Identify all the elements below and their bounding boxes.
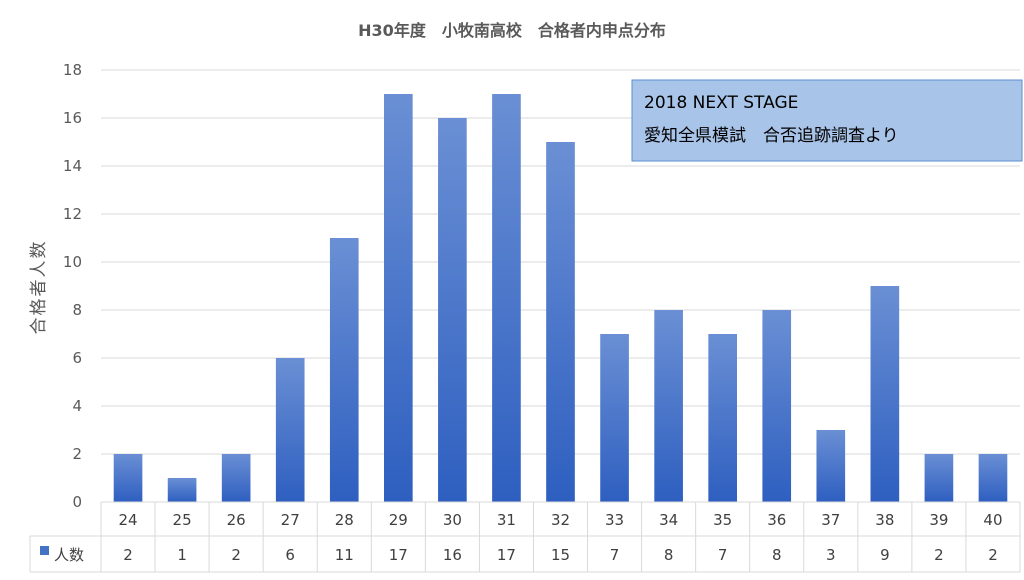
data-label: 2	[988, 546, 998, 564]
bar	[546, 142, 575, 502]
chart-title: H30年度 小牧南高校 合格者内申点分布	[358, 21, 666, 40]
data-label: 11	[335, 546, 354, 564]
x-tick-label: 40	[983, 511, 1002, 529]
data-label: 8	[664, 546, 674, 564]
data-label: 2	[123, 546, 133, 564]
x-tick-label: 26	[227, 511, 246, 529]
bars	[113, 94, 1008, 502]
x-tick-label: 35	[713, 511, 732, 529]
data-label: 15	[551, 546, 570, 564]
bar	[438, 118, 467, 502]
bar	[383, 94, 413, 502]
bar	[600, 334, 629, 502]
x-tick-label: 28	[335, 511, 354, 529]
x-tick-label: 33	[605, 511, 624, 529]
data-label: 8	[772, 546, 782, 564]
x-tick-label: 25	[173, 511, 192, 529]
bar	[870, 286, 900, 502]
bar	[221, 454, 251, 502]
data-label: 3	[826, 546, 836, 564]
y-tick-label: 18	[63, 61, 82, 79]
bar	[113, 454, 143, 502]
annotation-line1: 2018 NEXT STAGE	[644, 93, 798, 113]
legend-label: 人数	[54, 546, 84, 564]
y-axis-label: 合格者人数	[29, 240, 49, 335]
data-label: 7	[610, 546, 620, 564]
bar	[924, 454, 954, 502]
bar	[329, 238, 359, 502]
annotation-box: 2018 NEXT STAGE 愛知全県模試 合否追跡調査より	[631, 79, 1023, 162]
bar	[654, 310, 683, 502]
data-table: 2422512622762811291730163117321533734835…	[29, 501, 1021, 573]
y-tick-label: 8	[72, 301, 82, 319]
data-label: 6	[285, 546, 295, 564]
bar	[167, 478, 197, 502]
y-tick-labels: 0 2 4 6 8 10 12 14 16 18	[63, 61, 82, 511]
x-tick-label: 24	[118, 511, 137, 529]
data-label: 16	[443, 546, 462, 564]
x-tick-label: 30	[443, 511, 462, 529]
x-tick-label: 39	[929, 511, 948, 529]
data-label: 2	[231, 546, 241, 564]
x-tick-label: 37	[821, 511, 840, 529]
y-tick-label: 4	[72, 397, 82, 415]
x-tick-label: 34	[659, 511, 678, 529]
bar	[762, 310, 792, 502]
bar	[978, 454, 1008, 502]
bar	[816, 430, 846, 502]
x-tick-label: 27	[281, 511, 300, 529]
y-tick-label: 2	[72, 445, 82, 463]
x-tick-label: 31	[497, 511, 516, 529]
data-label: 2	[934, 546, 944, 564]
y-tick-label: 0	[72, 493, 82, 511]
data-label: 17	[389, 546, 408, 564]
x-tick-label: 36	[767, 511, 786, 529]
bar	[708, 334, 738, 502]
data-label: 7	[718, 546, 728, 564]
y-tick-label: 6	[72, 349, 82, 367]
y-tick-label: 14	[63, 157, 82, 175]
bar	[492, 94, 521, 502]
y-tick-label: 12	[63, 205, 82, 223]
data-label: 9	[880, 546, 890, 564]
x-tick-label: 38	[875, 511, 894, 529]
data-label: 17	[497, 546, 516, 564]
x-tick-label: 29	[389, 511, 408, 529]
y-tick-label: 10	[63, 253, 82, 271]
bar	[275, 358, 305, 502]
y-tick-label: 16	[63, 109, 82, 127]
annotation-line2: 愛知全県模試 合否追跡調査より	[644, 126, 899, 146]
legend-swatch	[40, 546, 49, 555]
data-label: 1	[177, 546, 187, 564]
x-tick-label: 32	[551, 511, 570, 529]
